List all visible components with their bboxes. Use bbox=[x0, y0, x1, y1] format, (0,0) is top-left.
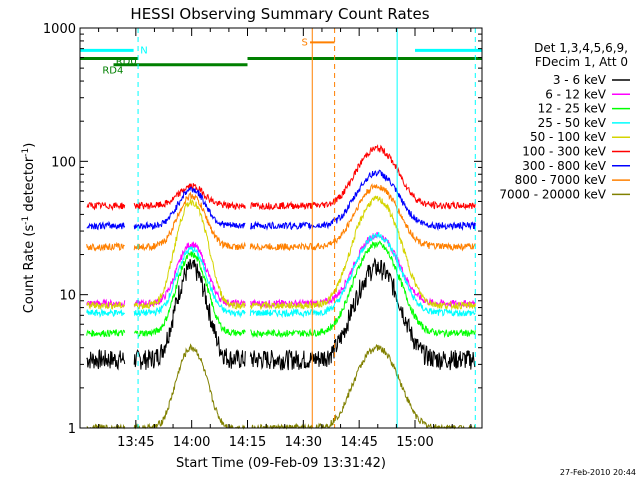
tick-layer: 13:45 14:00 14:15 14:30 14:45 15:00 1 10 100 1000 bbox=[43, 22, 482, 450]
legend-label: 7000 - 20000 keV bbox=[499, 187, 606, 201]
series-layer bbox=[86, 144, 476, 430]
series-line bbox=[86, 257, 476, 371]
series-line bbox=[86, 169, 476, 232]
legend-label: 50 - 100 keV bbox=[530, 130, 607, 144]
series-line bbox=[86, 240, 476, 339]
x-tick-label: 14:30 bbox=[285, 435, 322, 450]
timestamp: 27-Feb-2010 20:44 bbox=[560, 468, 636, 477]
flag-label: S bbox=[301, 38, 307, 49]
flag-label: N bbox=[140, 45, 147, 56]
series-line bbox=[86, 144, 476, 212]
legend: Det 1,3,4,5,6,9, FDecim 1, Att 0 3 - 6 k… bbox=[499, 41, 630, 201]
x-tick-label: 13:45 bbox=[117, 435, 154, 450]
x-tick-label: 14:45 bbox=[340, 435, 377, 450]
legend-label: 100 - 300 keV bbox=[522, 145, 606, 159]
legend-label: 800 - 7000 keV bbox=[515, 173, 607, 187]
y-tick-label: 100 bbox=[51, 155, 76, 170]
y-tick-label: 1 bbox=[68, 422, 76, 437]
series-line bbox=[86, 195, 476, 311]
legend-header-2: FDecim 1, Att 0 bbox=[535, 55, 628, 69]
y-tick-label: 1000 bbox=[43, 22, 76, 37]
y-tick-label: 10 bbox=[59, 289, 76, 304]
plot-frame bbox=[79, 27, 483, 429]
legend-header-1: Det 1,3,4,5,6,9, bbox=[534, 41, 628, 55]
legend-label: 300 - 800 keV bbox=[522, 159, 606, 173]
flag-label: RD4 bbox=[102, 65, 123, 76]
legend-label: 25 - 50 keV bbox=[538, 116, 607, 130]
legend-label: 3 - 6 keV bbox=[553, 73, 607, 87]
x-tick-label: 15:00 bbox=[396, 435, 433, 450]
x-tick-label: 14:00 bbox=[173, 435, 210, 450]
series-line bbox=[86, 231, 476, 309]
chart-title: HESSI Observing Summary Count Rates bbox=[130, 5, 429, 23]
series-line bbox=[86, 183, 476, 252]
x-tick-label: 14:15 bbox=[229, 435, 266, 450]
x-axis-label: Start Time (09-Feb-09 13:31:42) bbox=[176, 456, 386, 471]
legend-label: 6 - 12 keV bbox=[545, 87, 607, 101]
series-line bbox=[86, 232, 476, 319]
flag-label: RD0 bbox=[116, 57, 137, 68]
y-axis-label: Count Rate (s-1 detector-1) bbox=[21, 143, 37, 314]
legend-label: 12 - 25 keV bbox=[538, 102, 607, 116]
